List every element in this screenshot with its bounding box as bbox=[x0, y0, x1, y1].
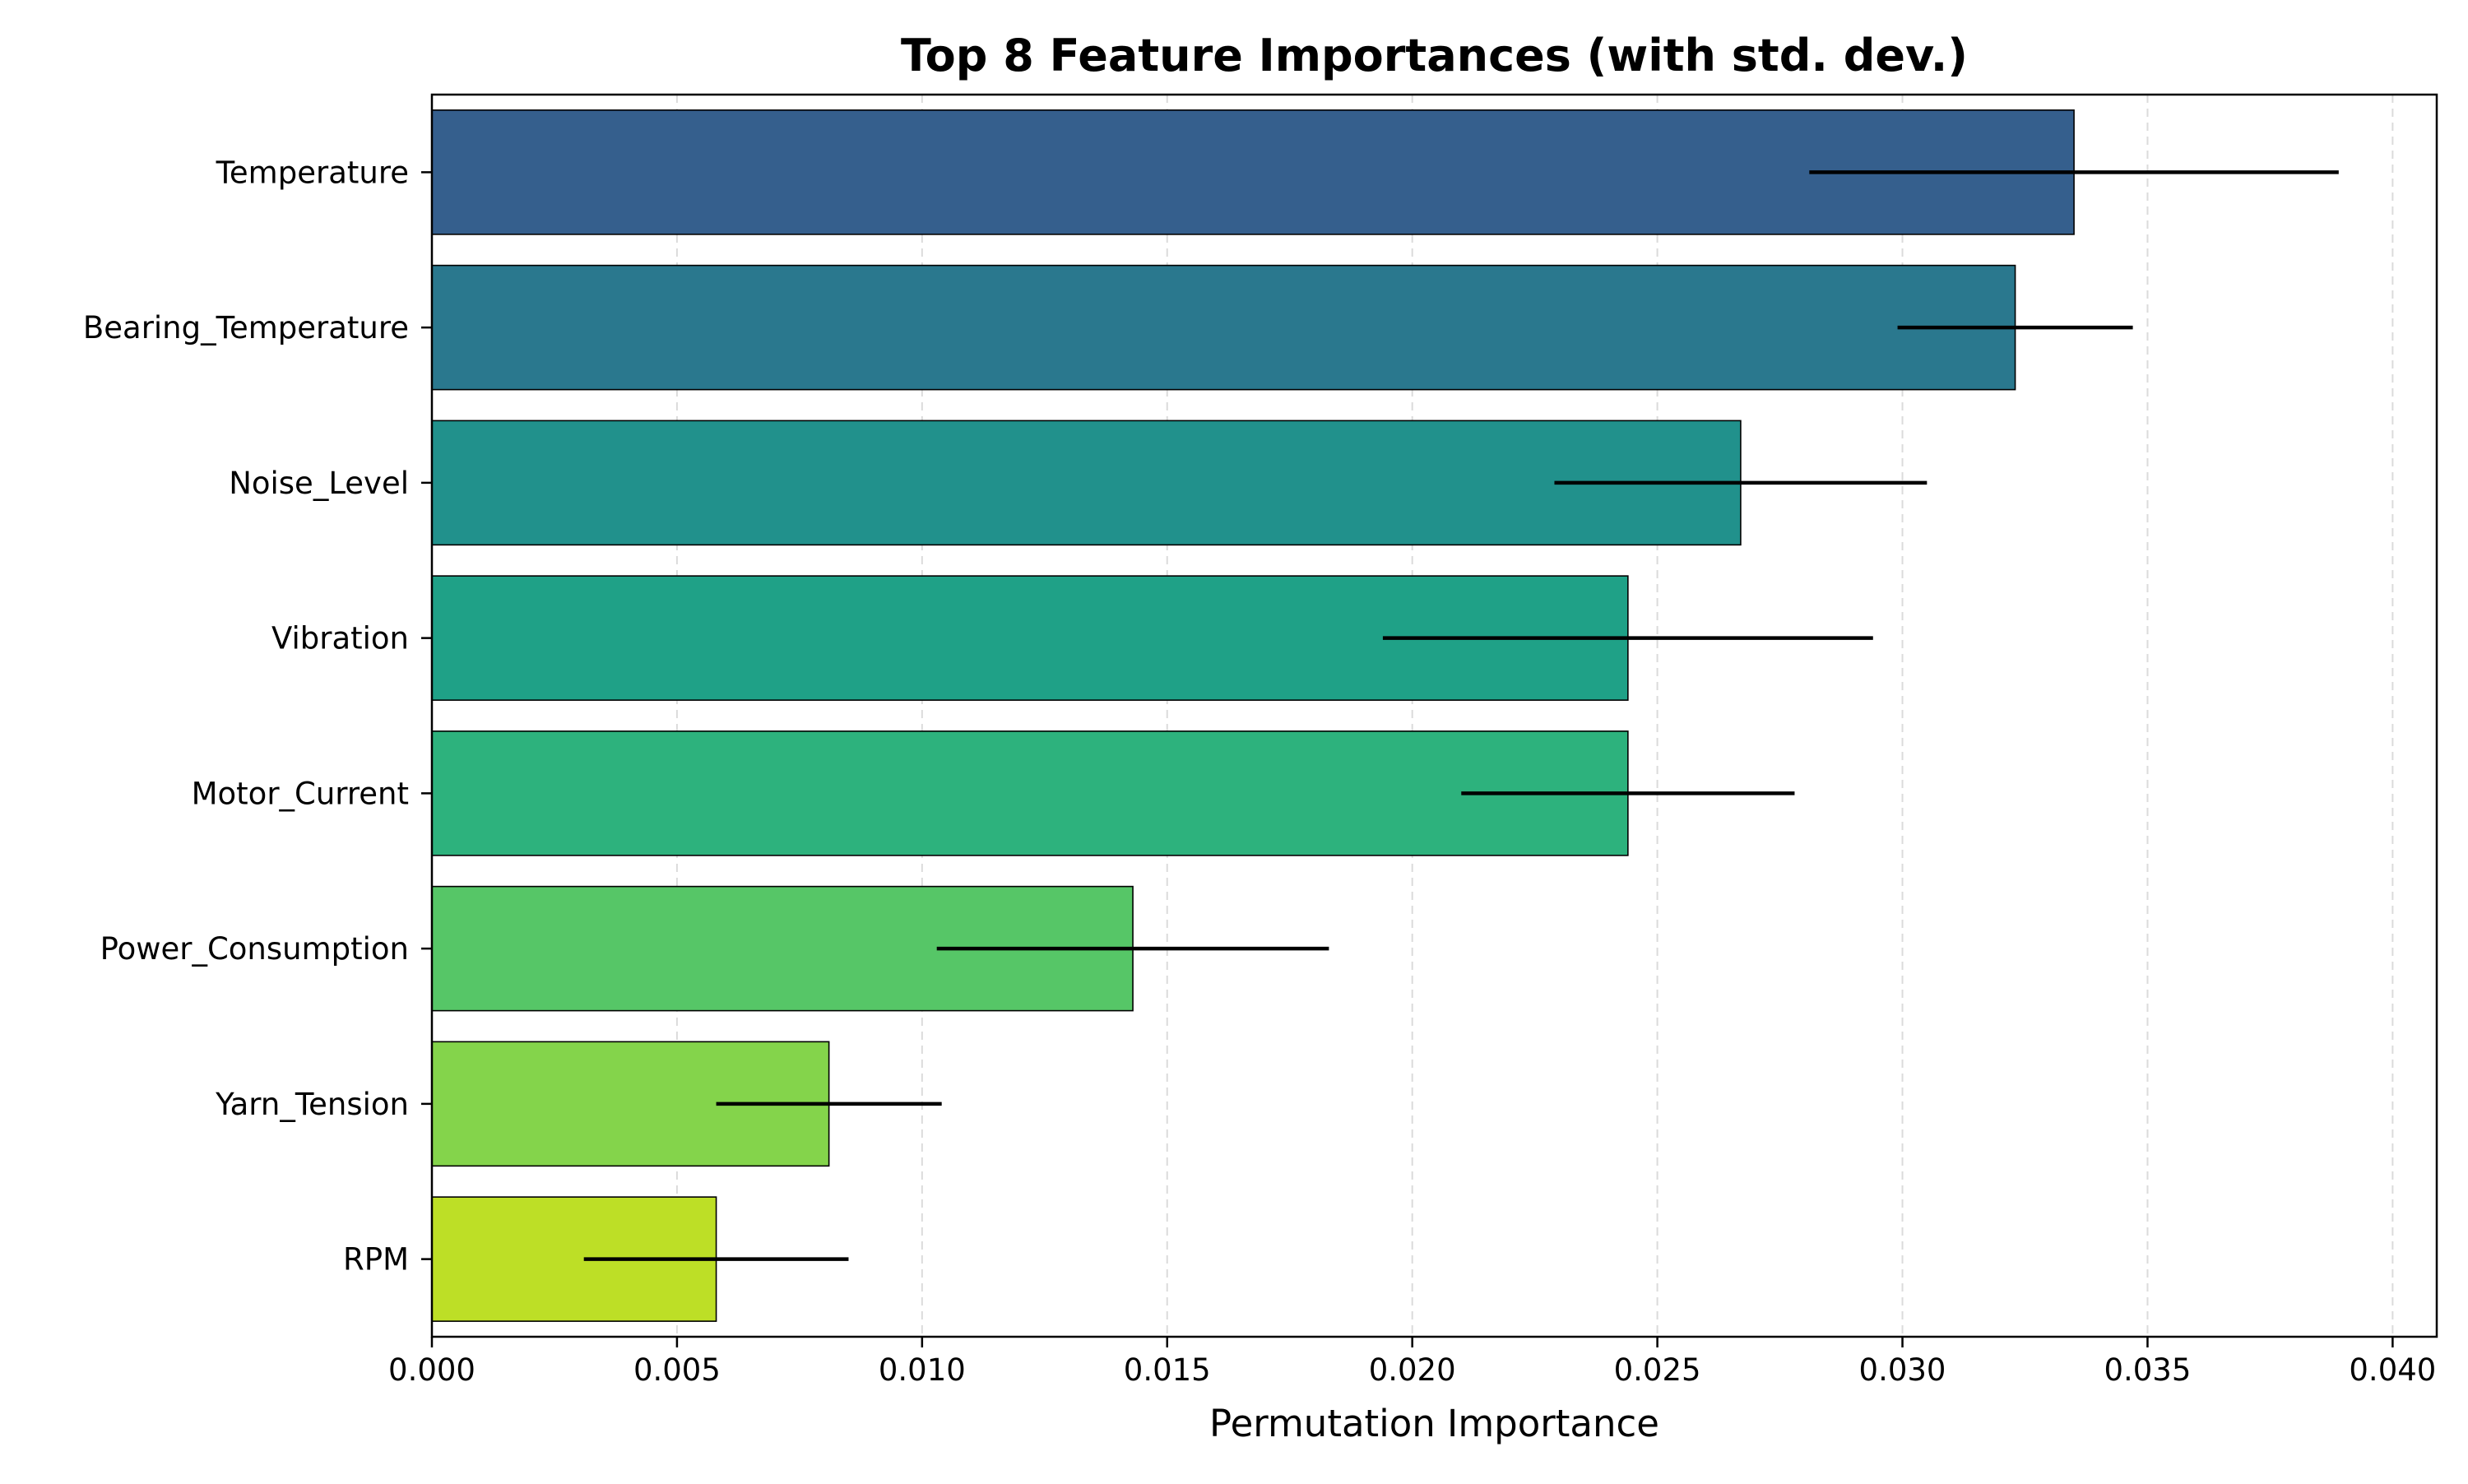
x-tick-label: 0.000 bbox=[388, 1352, 476, 1388]
y-tick-label: Bearing_Temperature bbox=[83, 310, 409, 345]
x-tick-label: 0.025 bbox=[1614, 1352, 1701, 1388]
x-axis-ticks: 0.000 0.005 0.010 0.015 0.020 0.025 0.030 0.035… bbox=[388, 1337, 2436, 1388]
y-tick-label: Power_Consumption bbox=[100, 931, 409, 967]
chart-title: Top 8 Feature Importances (with std. dev… bbox=[901, 30, 1968, 81]
x-axis-label: Permutation Importance bbox=[1209, 1402, 1659, 1445]
y-tick-label: Yarn_Tension bbox=[215, 1087, 409, 1122]
y-tick-label: Noise_Level bbox=[229, 466, 409, 501]
plot-frame bbox=[430, 93, 2438, 1338]
x-tick-label: 0.005 bbox=[633, 1352, 721, 1388]
y-axis-ticks: Temperature Bearing_Temperature Noise_Leve… bbox=[83, 155, 432, 1278]
x-tick-label: 0.020 bbox=[1369, 1352, 1456, 1388]
x-tick-label: 0.030 bbox=[1859, 1352, 1946, 1388]
y-tick-label: Temperature bbox=[216, 155, 409, 190]
bar bbox=[431, 264, 2016, 391]
bar bbox=[431, 730, 1629, 856]
x-tick-label: 0.040 bbox=[2349, 1352, 2436, 1388]
x-tick-label: 0.015 bbox=[1124, 1352, 1211, 1388]
x-tick-label: 0.035 bbox=[2104, 1352, 2191, 1388]
error-bars bbox=[583, 170, 2339, 1261]
y-tick-label: Vibration bbox=[271, 621, 409, 656]
y-tick-label: RPM bbox=[343, 1242, 409, 1278]
y-tick-label: Motor_Current bbox=[192, 776, 409, 811]
bar bbox=[431, 420, 1742, 546]
x-tick-label: 0.010 bbox=[879, 1352, 966, 1388]
